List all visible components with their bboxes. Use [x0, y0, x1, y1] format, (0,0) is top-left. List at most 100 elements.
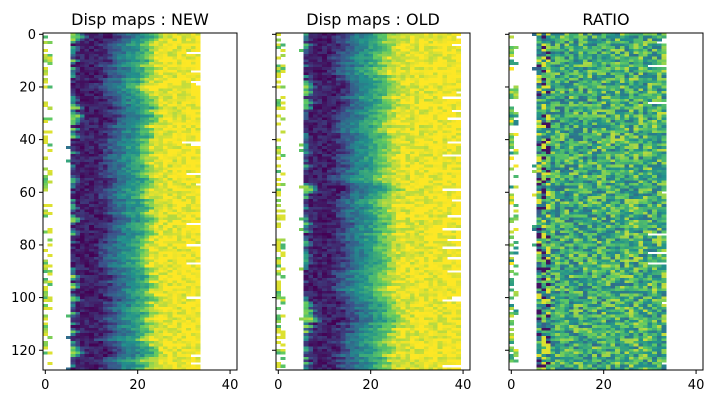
heatmap-cell	[326, 38, 332, 42]
heatmap-cell	[409, 98, 415, 102]
heatmap-cell	[140, 188, 146, 192]
heatmap-cell	[121, 309, 127, 313]
heatmap-cell	[89, 93, 95, 97]
heatmap-cell	[442, 80, 448, 84]
heatmap-cell	[433, 88, 439, 92]
heatmap-cell	[116, 48, 122, 52]
heatmap-cell	[163, 101, 169, 105]
heatmap-cell	[451, 69, 457, 73]
heatmap-cell	[181, 288, 187, 292]
heatmap-cell	[400, 35, 406, 39]
heatmap-cell	[409, 40, 415, 44]
heatmap-cell	[116, 33, 122, 37]
heatmap-cell	[112, 235, 118, 239]
heatmap-cell	[121, 248, 127, 252]
heatmap-cell	[186, 98, 192, 102]
heatmap-cell	[84, 154, 90, 158]
heatmap-cell	[75, 88, 81, 92]
heatmap-cell	[181, 56, 187, 60]
heatmap-cell	[93, 104, 99, 108]
heatmap-cell	[121, 346, 127, 350]
heatmap-cell	[43, 101, 49, 105]
heatmap-cell	[176, 146, 182, 150]
heatmap-cell	[43, 269, 49, 273]
heatmap-cell	[303, 101, 309, 105]
heatmap-cell	[368, 51, 374, 55]
heatmap-cell	[317, 101, 323, 105]
heatmap-cell	[144, 51, 150, 55]
heatmap-cell	[428, 119, 434, 123]
heatmap-cell	[126, 230, 132, 234]
heatmap-cell	[195, 146, 201, 150]
heatmap-cell	[93, 296, 99, 300]
heatmap-cell	[312, 46, 318, 50]
heatmap-cell	[308, 90, 314, 94]
heatmap-cell	[112, 93, 118, 97]
heatmap-cell	[322, 90, 328, 94]
heatmap-cell	[195, 125, 201, 129]
heatmap-cell	[75, 151, 81, 155]
heatmap-cell	[116, 238, 122, 242]
heatmap-cell	[153, 280, 159, 284]
heatmap-cell	[186, 188, 192, 192]
heatmap-cell	[107, 69, 113, 73]
heatmap-cell	[163, 351, 169, 355]
heatmap-cell	[130, 285, 136, 289]
heatmap-cell	[93, 359, 99, 363]
heatmap-cell	[98, 156, 104, 160]
heatmap-cell	[405, 64, 411, 68]
heatmap-cell	[103, 106, 109, 110]
heatmap-cell	[98, 138, 104, 142]
heatmap-cell	[181, 333, 187, 337]
heatmap-cell	[345, 56, 351, 60]
heatmap-cell	[130, 85, 136, 89]
heatmap-cell	[359, 88, 365, 92]
heatmap-cell	[130, 280, 136, 284]
heatmap-cell	[186, 130, 192, 134]
heatmap-cell	[331, 122, 337, 126]
heatmap-cell	[172, 77, 178, 81]
heatmap-cell	[195, 135, 201, 139]
heatmap-cell	[75, 125, 81, 129]
heatmap-cell	[409, 111, 415, 116]
heatmap-cell	[130, 227, 136, 231]
heatmap-cell	[312, 125, 318, 129]
heatmap-cell	[70, 256, 76, 260]
heatmap-cell	[89, 188, 95, 192]
heatmap-cell	[135, 304, 141, 308]
heatmap-cell	[396, 46, 402, 50]
heatmap-cell	[163, 359, 169, 363]
heatmap-cell	[419, 114, 425, 118]
heatmap-cell	[107, 354, 113, 358]
heatmap-cell	[195, 341, 201, 345]
heatmap-cell	[149, 204, 155, 208]
heatmap-cell	[368, 64, 374, 68]
heatmap-cell	[116, 146, 122, 150]
heatmap-cell	[93, 119, 99, 123]
heatmap-cell	[116, 83, 122, 87]
heatmap-cell	[103, 317, 109, 321]
heatmap-cell	[163, 327, 169, 331]
heatmap-cell	[354, 61, 360, 65]
heatmap-cell	[363, 48, 369, 52]
heatmap-cell	[70, 122, 76, 126]
heatmap-cell	[322, 106, 328, 110]
heatmap-cell	[195, 198, 201, 202]
heatmap-cell	[186, 135, 192, 139]
heatmap-cell	[186, 198, 192, 202]
heatmap-cell	[176, 85, 182, 89]
heatmap-cell	[103, 367, 109, 371]
heatmap-cell	[121, 327, 127, 331]
heatmap-cell	[98, 167, 104, 171]
heatmap-cell	[89, 280, 95, 284]
heatmap-cell	[322, 98, 328, 102]
heatmap-cell	[126, 117, 132, 121]
heatmap-cell	[121, 343, 127, 347]
heatmap-cell	[121, 306, 127, 310]
heatmap-cell	[89, 322, 95, 326]
heatmap-cell	[382, 64, 388, 68]
heatmap-cell	[126, 243, 132, 247]
heatmap-cell	[172, 269, 178, 273]
heatmap-cell	[98, 306, 104, 310]
heatmap-cell	[149, 206, 155, 210]
